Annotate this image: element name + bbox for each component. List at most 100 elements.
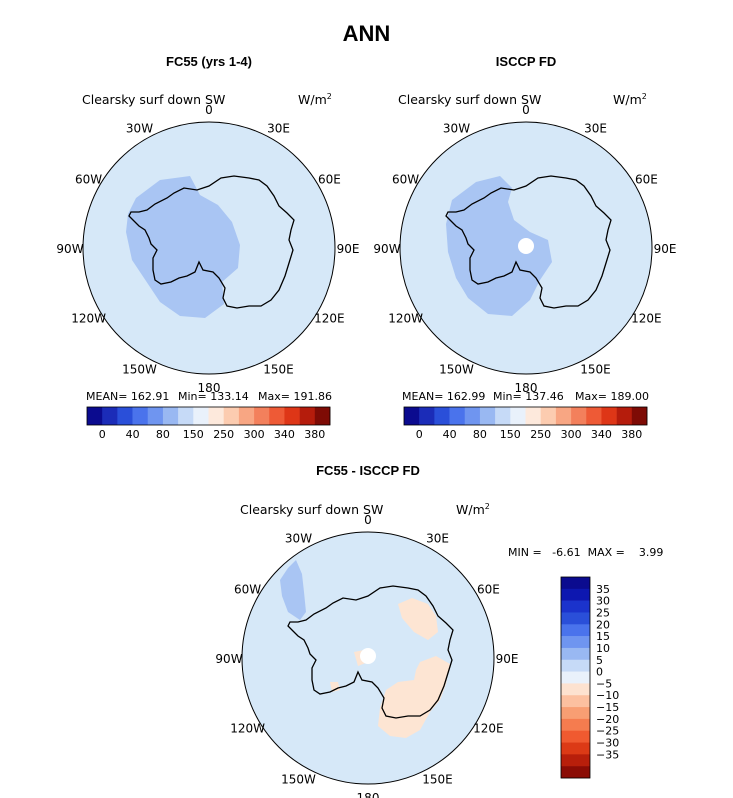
colorbar-tick-label: 340 xyxy=(591,428,612,441)
stats-mean: MEAN= 162.91 xyxy=(86,390,169,403)
colorbar-swatch xyxy=(238,407,255,425)
longitude-label: 60E xyxy=(477,583,500,597)
colorbar-tick-label: 10 xyxy=(596,642,610,655)
colorbar-swatch xyxy=(479,407,496,425)
longitude-label: 120W xyxy=(71,312,106,326)
colorbar-swatch xyxy=(132,407,149,425)
colorbar-swatch xyxy=(208,407,224,425)
variable-label: Clearsky surf down SW xyxy=(82,92,225,107)
colorbar-swatch xyxy=(561,683,590,696)
colorbar-swatch xyxy=(561,742,590,755)
colorbar-swatch xyxy=(561,707,590,720)
low-value-region xyxy=(126,176,240,318)
longitude-label: 150W xyxy=(281,772,316,786)
colorbar-swatch xyxy=(269,407,285,425)
longitude-label: 90W xyxy=(215,652,242,666)
colorbar-swatch xyxy=(561,577,590,590)
units-text: W/m xyxy=(298,92,327,107)
colorbar-swatch xyxy=(102,407,118,425)
colorbar-swatch xyxy=(495,407,511,425)
longitude-label: 90W xyxy=(373,242,400,256)
colorbar-tick-label: 35 xyxy=(596,583,610,596)
units-superscript: 2 xyxy=(642,92,647,101)
colorbar-tick-label: 150 xyxy=(500,428,521,441)
longitude-label: 30E xyxy=(426,532,449,546)
variable-label: Clearsky surf down SW xyxy=(240,502,383,517)
panel-title: FC55 - ISCCP FD xyxy=(316,463,420,478)
polar-map xyxy=(241,531,495,785)
map-border xyxy=(82,121,336,375)
colorbar-swatch xyxy=(540,407,557,425)
longitude-label: 180 xyxy=(515,381,538,395)
colorbar: 0 40 80 150 250 300 340 380 xyxy=(403,406,648,441)
colorbar-tick-label: 20 xyxy=(596,618,610,631)
stats-max: Max= 191.86 xyxy=(258,390,332,403)
longitude-label: 60W xyxy=(75,173,102,187)
colorbar-tick-label: −5 xyxy=(596,677,612,690)
longitude-label: 90W xyxy=(56,242,83,256)
longitude-label: 120E xyxy=(473,722,504,736)
negative-region xyxy=(280,560,306,620)
longitude-label: 120E xyxy=(631,312,662,326)
colorbar-swatch xyxy=(561,695,590,708)
min-max-label: MIN = -6.61 MAX = 3.99 xyxy=(508,546,663,559)
colorbar-swatch xyxy=(464,407,481,425)
map-border xyxy=(241,531,495,785)
colorbar-swatch xyxy=(449,407,466,425)
longitude-label: 180 xyxy=(198,381,221,395)
colorbar-swatch xyxy=(561,624,590,637)
units-label: W/m2 xyxy=(613,92,647,107)
colorbar-swatch xyxy=(178,407,194,425)
longitude-label: 180 xyxy=(357,791,380,798)
longitude-label: 30E xyxy=(267,122,290,136)
colorbar-tick-label: 300 xyxy=(561,428,582,441)
colorbar-tick-label: 300 xyxy=(244,428,265,441)
positive-region xyxy=(398,598,438,640)
longitude-label: 150E xyxy=(580,362,611,376)
panel-title: FC55 (yrs 1-4) xyxy=(166,54,252,69)
colorbar-tick-label: 40 xyxy=(126,428,140,441)
units-label: W/m2 xyxy=(456,502,490,517)
stats-min: Min= 137.46 xyxy=(493,390,564,403)
colorbar-tick-label: 5 xyxy=(596,654,603,667)
colorbar-swatch xyxy=(510,407,526,425)
colorbar-swatch xyxy=(561,588,590,601)
longitude-label: 60W xyxy=(234,583,261,597)
colorbar-swatch xyxy=(147,407,164,425)
colorbar-swatch xyxy=(561,766,590,779)
colorbar-swatch xyxy=(555,407,572,425)
longitude-label: 150E xyxy=(263,362,294,376)
colorbar-tick-label: 0 xyxy=(99,428,106,441)
colorbar-tick-label: 15 xyxy=(596,630,610,643)
panel-difference: FC55 - ISCCP FD Clearsky surf down SW W/… xyxy=(215,463,663,798)
longitude-label: 0 xyxy=(522,103,530,117)
longitude-label: 120W xyxy=(388,312,423,326)
colorbar: 0 40 80 150 250 300 340 380 xyxy=(86,406,331,441)
longitude-label: 30W xyxy=(126,122,153,136)
colorbar-tick-label: 80 xyxy=(473,428,487,441)
units-text: W/m xyxy=(613,92,642,107)
colorbar-tick-label: −25 xyxy=(596,725,619,738)
longitude-label: 60W xyxy=(392,173,419,187)
colorbar-swatch xyxy=(561,730,590,743)
colorbar-frame xyxy=(560,576,591,779)
colorbar-swatch xyxy=(561,600,590,613)
colorbar-swatch xyxy=(561,612,590,625)
colorbar-tick-label: −30 xyxy=(596,737,619,750)
colorbar-swatch xyxy=(193,407,209,425)
units-superscript: 2 xyxy=(485,502,490,511)
stats-max: Max= 189.00 xyxy=(575,390,649,403)
colorbar-swatch xyxy=(223,407,240,425)
colorbar-frame xyxy=(403,406,648,426)
colorbar-swatch xyxy=(586,407,602,425)
colorbar-swatch xyxy=(314,407,331,425)
polar-map xyxy=(399,121,653,375)
colorbar-tick-label: 380 xyxy=(304,428,325,441)
panel-isccp: ISCCP FD Clearsky surf down SW W/m2 0 30E… xyxy=(373,54,676,441)
longitude-label: 30E xyxy=(584,122,607,136)
colorbar-swatch xyxy=(561,636,590,649)
colorbar-swatch xyxy=(561,754,590,767)
polar-map xyxy=(82,121,336,375)
polar-hole xyxy=(518,238,534,254)
